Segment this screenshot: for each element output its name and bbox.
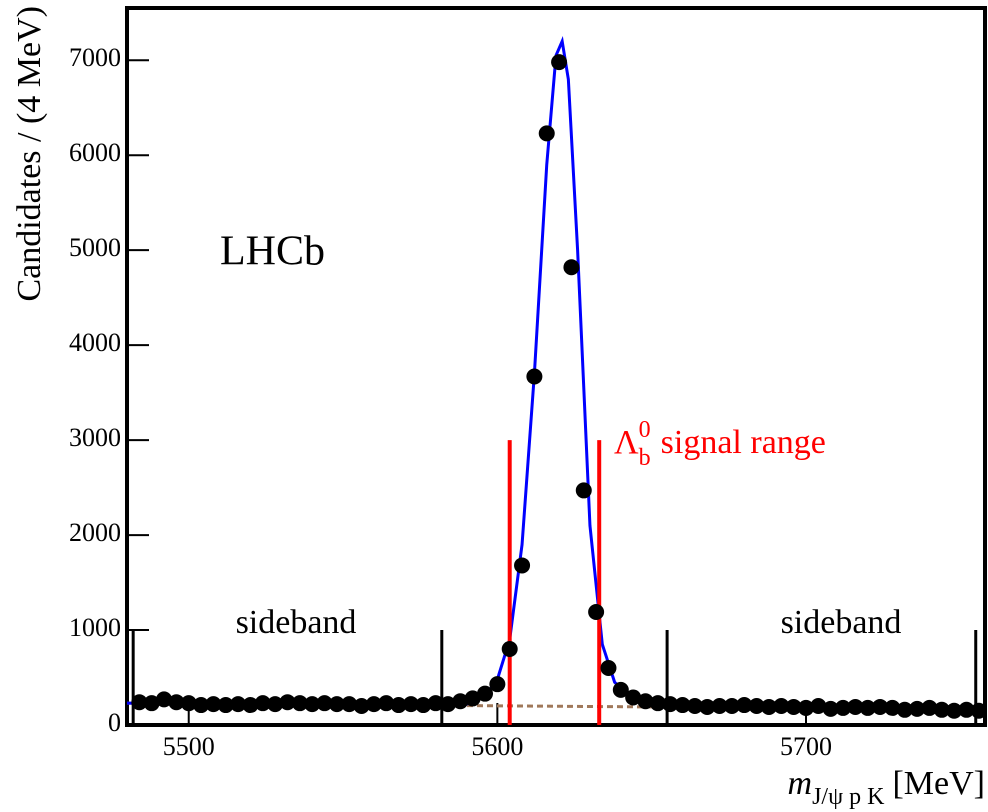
data-point <box>551 54 568 71</box>
data-point <box>230 696 247 713</box>
data-point <box>711 698 728 715</box>
data-point <box>328 696 345 713</box>
data-point <box>835 699 852 716</box>
data-point <box>193 697 210 714</box>
data-point <box>143 695 160 712</box>
x-label-symbol: m <box>788 765 813 802</box>
x-tick-label: 5700 <box>780 732 832 761</box>
y-tick-label: 1000 <box>69 613 121 642</box>
data-point <box>933 701 950 718</box>
data-point <box>365 696 382 713</box>
data-point <box>637 693 654 710</box>
data-point <box>699 698 716 715</box>
data-point <box>415 697 432 714</box>
data-point <box>896 701 913 718</box>
data-point <box>464 690 481 707</box>
signal-subscript: b <box>639 445 651 471</box>
data-point <box>686 698 703 715</box>
x-tick-label: 5600 <box>471 732 523 761</box>
data-point <box>859 699 876 716</box>
x-label-subscript: J/ψ p K <box>812 784 885 810</box>
data-point <box>958 701 975 718</box>
y-tick-label: 0 <box>108 708 121 737</box>
data-point <box>588 603 605 620</box>
data-point <box>822 700 839 717</box>
data-point <box>501 641 518 658</box>
y-tick-label: 7000 <box>69 43 121 72</box>
experiment-label: LHCb <box>220 229 325 275</box>
data-point <box>279 694 296 711</box>
data-point <box>748 698 765 715</box>
y-tick-label: 2000 <box>69 518 121 547</box>
data-point <box>612 681 629 698</box>
data-point <box>131 694 148 711</box>
data-point <box>674 697 691 714</box>
data-point <box>538 125 555 142</box>
data-point <box>884 699 901 716</box>
plot-frame <box>125 6 987 727</box>
data-point <box>156 691 173 708</box>
signal-text: signal range <box>661 424 826 461</box>
data-point <box>575 482 592 499</box>
sideband-label: sideband <box>236 604 357 641</box>
data-point <box>723 698 740 715</box>
data-point <box>625 689 642 706</box>
data-point <box>773 698 790 715</box>
data-point <box>760 698 777 715</box>
y-tick-label: 4000 <box>69 328 121 357</box>
data-point <box>649 695 666 712</box>
x-tick-label: 5500 <box>163 732 215 761</box>
data-point <box>439 696 456 713</box>
data-point <box>168 694 185 711</box>
data-point <box>847 698 864 715</box>
data-point <box>946 702 963 719</box>
y-tick-label: 6000 <box>69 138 121 167</box>
data-point <box>872 698 889 715</box>
data-point <box>563 259 580 276</box>
data-point <box>662 696 679 713</box>
sideband-label: sideband <box>781 604 902 641</box>
y-axis-label: Candidates / (4 MeV) <box>11 6 48 302</box>
data-point <box>600 660 617 677</box>
data-point <box>267 696 284 713</box>
data-point <box>402 696 419 713</box>
data-point <box>797 699 814 716</box>
data-point <box>810 698 827 715</box>
data-point <box>390 697 407 714</box>
signal-symbol: Λ <box>614 424 639 461</box>
data-point <box>291 695 308 712</box>
data-point <box>489 676 506 693</box>
data-point <box>205 696 222 713</box>
data-point <box>341 696 358 713</box>
data-point <box>217 697 234 714</box>
data-point <box>180 695 197 712</box>
data-point <box>242 697 259 714</box>
x-label-unit: [MeV] <box>892 765 985 802</box>
y-tick-label: 3000 <box>69 423 121 452</box>
data-point <box>452 693 469 710</box>
y-tick-label: 5000 <box>69 233 121 262</box>
signal-superscript: 0 <box>639 417 651 443</box>
data-point <box>353 698 370 715</box>
data-point <box>304 696 321 713</box>
data-point <box>477 685 494 702</box>
x-axis-label: mJ/ψ p K [MeV] <box>788 765 985 810</box>
data-point <box>526 368 543 385</box>
data-point <box>514 557 531 574</box>
data-point <box>736 697 753 714</box>
data-point <box>921 699 938 716</box>
data-point <box>909 700 926 717</box>
data-point <box>254 695 271 712</box>
signal-range-label: Λb0 signal range <box>614 417 826 471</box>
data-point <box>316 695 333 712</box>
data-point <box>970 702 987 719</box>
data-point <box>378 695 395 712</box>
data-point <box>785 698 802 715</box>
data-point <box>427 695 444 712</box>
